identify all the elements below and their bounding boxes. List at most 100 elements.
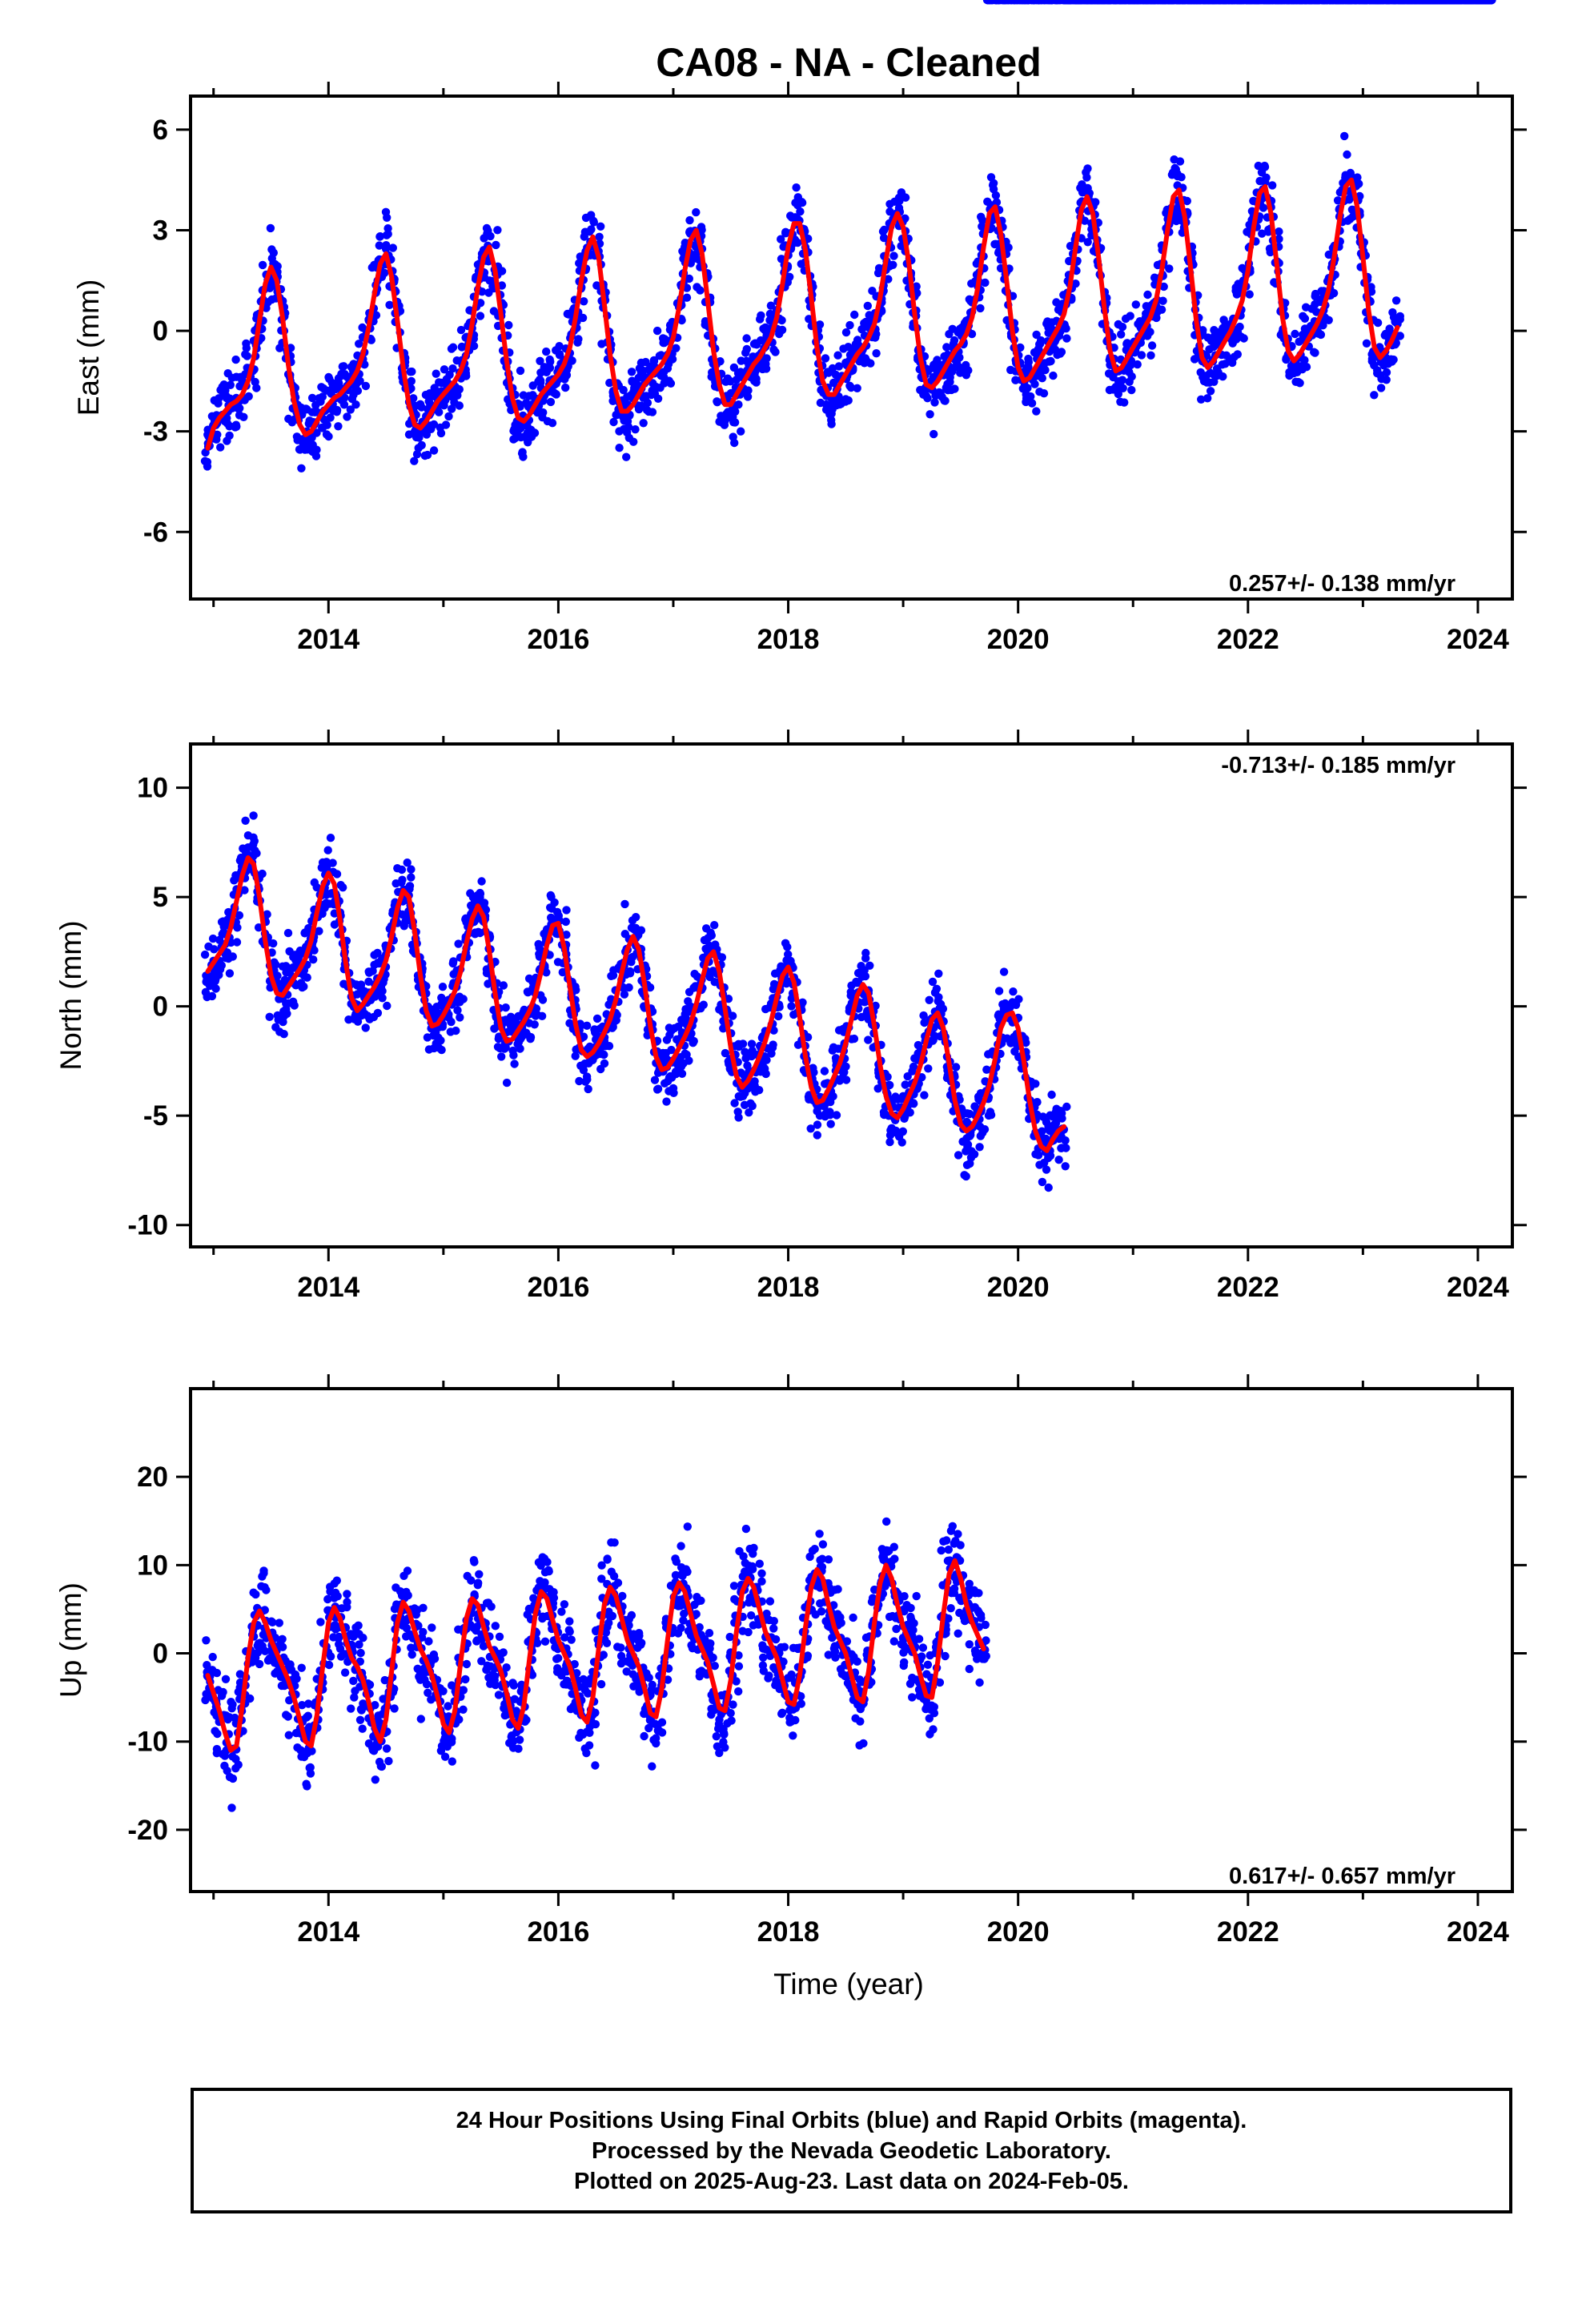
north-point [448, 959, 457, 968]
north-point [628, 916, 637, 925]
north-xtick-label: 2018 [757, 1272, 820, 1303]
north-point [620, 899, 629, 909]
north-point [841, 1076, 851, 1084]
east-point [1373, 318, 1383, 328]
north-point [1047, 1090, 1056, 1100]
east-point [311, 452, 321, 460]
east-point [333, 382, 342, 392]
north-xtick-label: 2016 [527, 1272, 589, 1303]
east-point [275, 344, 284, 352]
east-point [656, 384, 665, 392]
north-point [759, 1063, 768, 1072]
north-point [400, 922, 408, 931]
east-point [866, 359, 875, 368]
east-point [323, 420, 331, 429]
north-point [861, 954, 870, 963]
east-xtick-label: 2020 [987, 624, 1050, 655]
east-point [385, 300, 394, 309]
east-point [339, 400, 349, 409]
east-point [1143, 290, 1152, 300]
east-point [762, 354, 771, 363]
east-rate-label: 0.257+/- 0.138 mm/yr [1229, 571, 1456, 597]
north-point [677, 1069, 687, 1079]
north-point [456, 1013, 464, 1022]
east-point [536, 378, 545, 388]
north-point [909, 1099, 918, 1108]
north-point [332, 870, 342, 879]
east-point [493, 226, 502, 235]
north-point [398, 875, 407, 884]
east-point [431, 385, 440, 395]
east-point [766, 301, 776, 310]
north-point [224, 954, 233, 963]
east-point [516, 366, 525, 376]
east-point [307, 393, 317, 403]
east-point [846, 383, 856, 392]
north-point [452, 1026, 460, 1035]
east-point [841, 328, 851, 337]
east-point [792, 183, 801, 192]
north-point [303, 973, 311, 982]
north-point [978, 1128, 987, 1137]
north-point [662, 1097, 671, 1106]
east-point [267, 245, 276, 254]
north-point [501, 1043, 510, 1052]
east-point [1122, 340, 1131, 348]
north-point [288, 997, 298, 1007]
north-point [299, 982, 308, 991]
north-point [924, 1064, 933, 1073]
north-point [925, 995, 934, 1005]
north-point [339, 883, 347, 892]
east-point [1345, 195, 1354, 204]
east-point [225, 431, 234, 440]
east-plot-frame [189, 94, 1514, 601]
east-point [1259, 203, 1268, 212]
east-point [666, 379, 676, 388]
east-point [266, 223, 275, 233]
north-point [1014, 995, 1023, 1003]
north-point [880, 1110, 889, 1120]
north-point [454, 997, 463, 1007]
east-point [367, 336, 375, 344]
east-point [1137, 351, 1146, 360]
north-point [477, 877, 486, 886]
north-point [583, 1075, 592, 1084]
east-point [1146, 328, 1154, 336]
north-point [813, 1107, 821, 1116]
north-point [373, 1008, 383, 1018]
east-point [615, 444, 624, 452]
east-point [1117, 330, 1126, 339]
east-point [1324, 316, 1333, 324]
east-point [1041, 365, 1050, 375]
east-point [555, 342, 564, 351]
east-point [587, 211, 596, 219]
east-point [455, 401, 464, 410]
east-point [409, 394, 418, 403]
north-point [407, 873, 416, 882]
east-point [361, 381, 371, 391]
east-point [442, 375, 451, 384]
east-point [926, 410, 934, 419]
east-point [1039, 389, 1049, 398]
north-point [309, 955, 318, 964]
east-point [504, 320, 513, 330]
east-point [1165, 264, 1174, 273]
east-point [839, 344, 848, 353]
east-point [524, 438, 532, 447]
east-point [302, 404, 311, 413]
east-point [530, 428, 539, 437]
north-point [826, 1120, 835, 1128]
east-point [1385, 324, 1394, 333]
east-point [596, 222, 605, 231]
north-point [781, 939, 790, 948]
north-point [994, 987, 1004, 995]
north-point [885, 1137, 894, 1147]
east-point [713, 397, 721, 406]
north-point [604, 1042, 614, 1051]
east-point [652, 326, 662, 336]
north-point [662, 1035, 672, 1044]
north-point [768, 1043, 777, 1052]
east-point [457, 342, 467, 352]
north-point [210, 945, 219, 954]
east-point [771, 348, 780, 356]
